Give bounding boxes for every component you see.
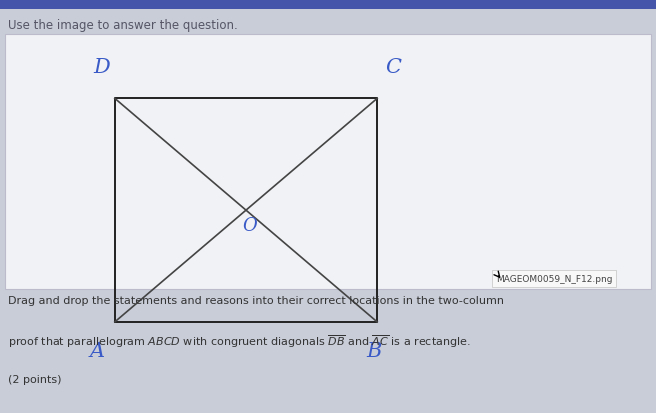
- Text: B: B: [366, 341, 382, 360]
- Text: MAGEOM0059_N_F12.png: MAGEOM0059_N_F12.png: [496, 274, 613, 283]
- Text: (2 points): (2 points): [8, 374, 62, 384]
- Text: A: A: [89, 341, 105, 360]
- Text: C: C: [386, 57, 401, 76]
- Text: O: O: [242, 216, 256, 234]
- FancyBboxPatch shape: [0, 0, 656, 10]
- Text: Drag and drop the statements and reasons into their correct locations in the two: Drag and drop the statements and reasons…: [8, 295, 504, 305]
- Text: D: D: [93, 57, 110, 76]
- Text: Use the image to answer the question.: Use the image to answer the question.: [8, 19, 237, 31]
- FancyBboxPatch shape: [5, 35, 651, 289]
- Text: proof that parallelogram $ABCD$ with congruent diagonals $\overline{DB}$ and $\o: proof that parallelogram $ABCD$ with con…: [8, 332, 470, 349]
